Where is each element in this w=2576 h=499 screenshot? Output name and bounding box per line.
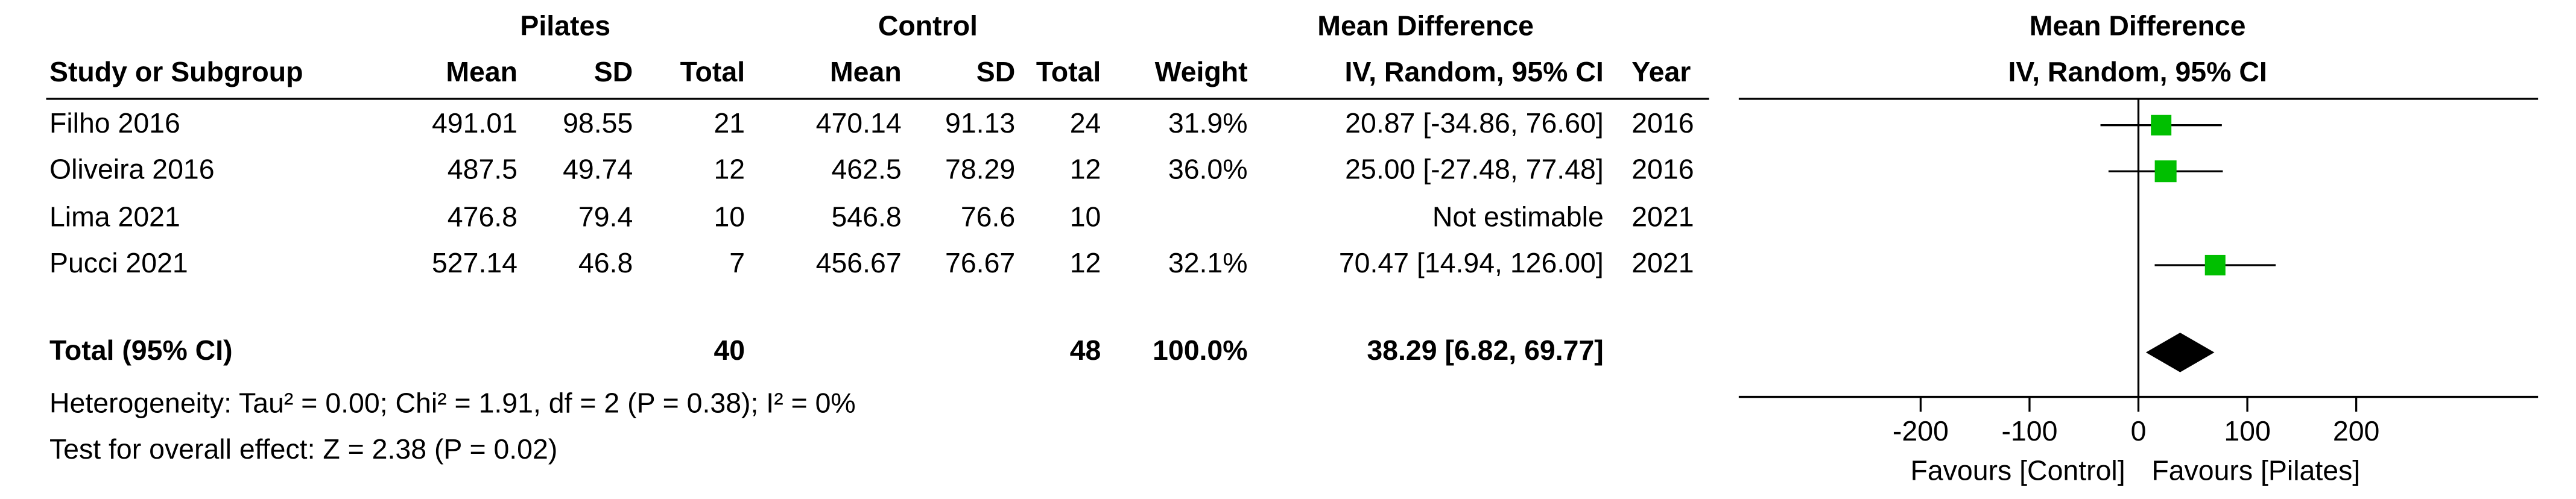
overall-effect: Test for overall effect: Z = 2.38 (P = 0… <box>49 433 557 465</box>
x-tick-label: -200 <box>1893 415 1949 447</box>
study-name: Filho 2016 <box>49 107 180 139</box>
control-cell: 470.14 <box>816 107 902 139</box>
x-tick-label: 0 <box>2131 415 2147 447</box>
x-tick-label: 100 <box>2224 415 2270 447</box>
column-header: IV, Random, 95% CI <box>2008 56 2267 87</box>
effect-square <box>2154 160 2177 183</box>
control-cell: 456.67 <box>816 247 902 278</box>
pilates-cell: 476.8 <box>448 201 517 233</box>
column-header: Mean <box>446 56 517 87</box>
study-name: Oliveira 2016 <box>49 153 215 184</box>
group-header: Control <box>878 10 978 42</box>
pilates-cell: 21 <box>714 107 745 139</box>
column-header: IV, Random, 95% CI <box>1345 56 1604 87</box>
pilates-cell: 527.14 <box>432 247 517 278</box>
weight: 31.9% <box>1168 107 1248 139</box>
favours-right: Favours [Pilates] <box>2151 455 2360 486</box>
favours-left: Favours [Control] <box>1910 455 2125 486</box>
total-pilates: 40 <box>714 334 745 366</box>
effect-square <box>2151 115 2172 136</box>
total-weight: 100.0% <box>1153 334 1248 366</box>
year: 2016 <box>1631 153 1694 184</box>
heterogeneity: Heterogeneity: Tau² = 0.00; Chi² = 1.91,… <box>49 387 856 418</box>
pilates-cell: 491.01 <box>432 107 517 139</box>
control-cell: 10 <box>1070 201 1101 233</box>
column-header: Study or Subgroup <box>49 56 303 87</box>
column-header: Weight <box>1155 56 1248 87</box>
pilates-cell: 10 <box>714 201 745 233</box>
total-ci: 38.29 [6.82, 69.77] <box>1367 334 1603 366</box>
pilates-cell: 487.5 <box>448 153 517 184</box>
group-header: Mean Difference <box>1317 10 1534 42</box>
pilates-cell: 98.55 <box>563 107 633 139</box>
column-header: Year <box>1631 56 1691 87</box>
total-control: 48 <box>1070 334 1101 366</box>
control-cell: 76.6 <box>961 201 1015 233</box>
x-tick-label: -100 <box>2001 415 2057 447</box>
group-header: Pilates <box>520 10 610 42</box>
group-header: Mean Difference <box>2030 10 2246 42</box>
year: 2021 <box>1631 201 1694 233</box>
pilates-cell: 46.8 <box>578 247 633 278</box>
control-cell: 24 <box>1070 107 1101 139</box>
control-cell: 12 <box>1070 153 1101 184</box>
column-header: Total <box>1036 56 1101 87</box>
total-name: Total (95% CI) <box>49 334 233 366</box>
study-name: Pucci 2021 <box>49 247 188 278</box>
column-header: SD <box>594 56 633 87</box>
pilates-cell: 79.4 <box>578 201 633 233</box>
x-tick-label: 200 <box>2333 415 2379 447</box>
control-cell: 546.8 <box>831 201 901 233</box>
ci-label: 25.00 [-27.48, 77.48] <box>1345 153 1604 184</box>
year: 2021 <box>1631 247 1694 278</box>
year: 2016 <box>1631 107 1694 139</box>
column-header: Total <box>680 56 745 87</box>
weight: 36.0% <box>1168 153 1248 184</box>
ci-label: 70.47 [14.94, 126.00] <box>1339 247 1604 278</box>
ci-label: 20.87 [-34.86, 76.60] <box>1345 107 1604 139</box>
pilates-cell: 49.74 <box>563 153 633 184</box>
control-cell: 12 <box>1070 247 1101 278</box>
weight: 32.1% <box>1168 247 1248 278</box>
pooled-diamond <box>2145 332 2215 372</box>
pilates-cell: 7 <box>729 247 745 278</box>
effect-square <box>2204 254 2226 275</box>
control-cell: 76.67 <box>945 247 1015 278</box>
column-header: SD <box>976 56 1016 87</box>
pilates-cell: 12 <box>714 153 745 184</box>
ci-label: Not estimable <box>1432 201 1604 233</box>
control-cell: 78.29 <box>945 153 1015 184</box>
study-name: Lima 2021 <box>49 201 180 233</box>
control-cell: 91.13 <box>945 107 1015 139</box>
control-cell: 462.5 <box>831 153 901 184</box>
column-header: Mean <box>830 56 902 87</box>
